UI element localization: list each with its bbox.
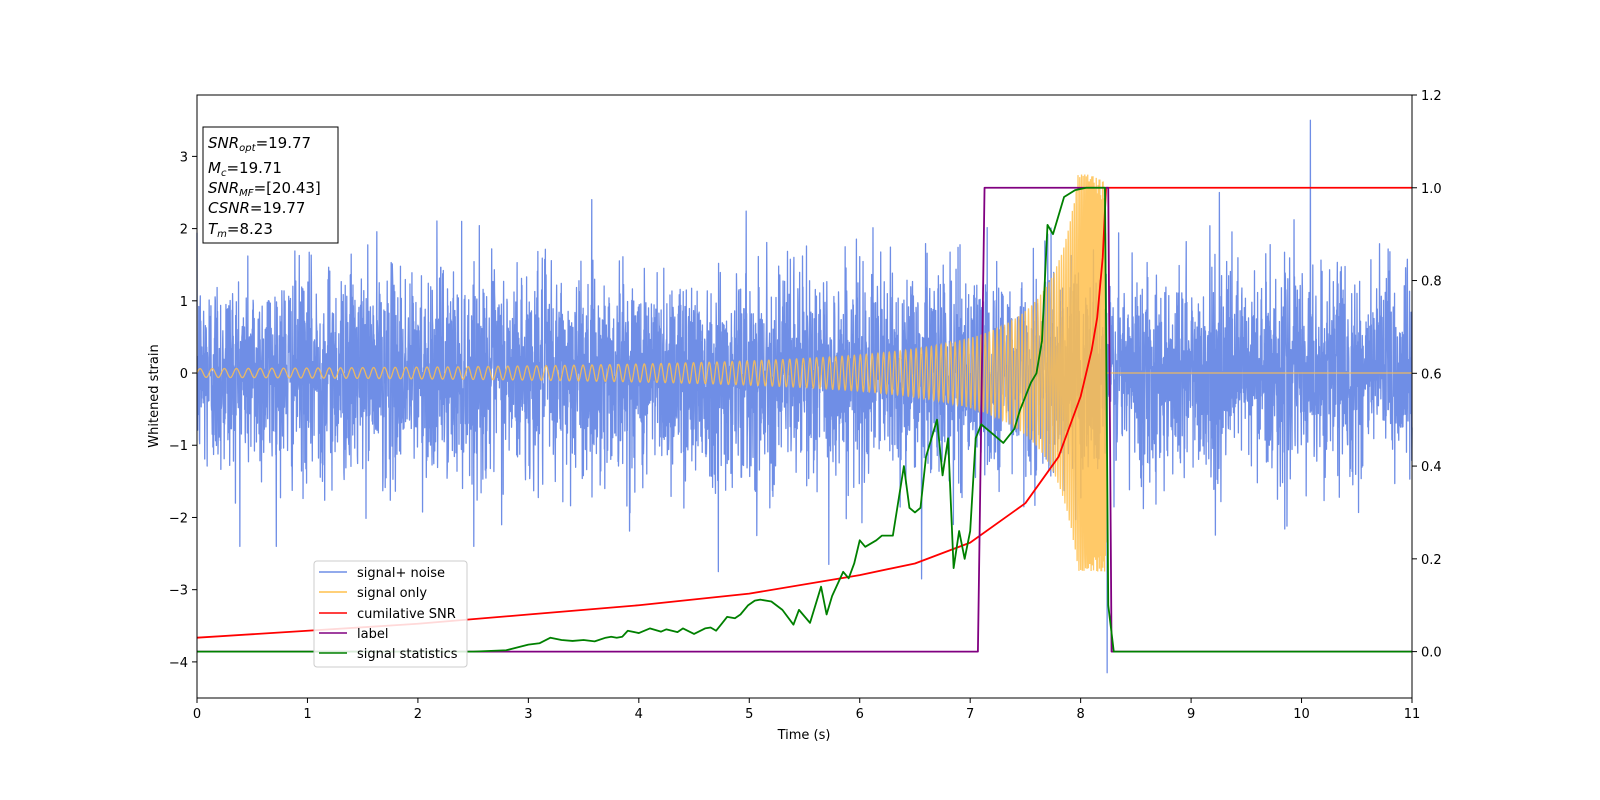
info-snr-mf: SNRMF=[20.43]: [208, 179, 321, 199]
info-box: SNRopt=19.77 Mc=19.71 SNRMF=[20.43] CSNR…: [202, 126, 339, 244]
series-signal-statistics-line: [197, 186, 1412, 653]
x-tick-label: 1: [303, 707, 311, 722]
y-tick-label: −1: [169, 439, 188, 454]
x-tick-label: 10: [1293, 707, 1310, 722]
y2-tick-label: 1.2: [1421, 89, 1442, 104]
y-tick-label: 3: [180, 150, 188, 165]
y2-tick-label: 0.2: [1421, 553, 1442, 568]
info-mc: Mc=19.71: [208, 159, 282, 179]
x-tick-label: 7: [966, 707, 974, 722]
info-box-frame: [202, 126, 339, 244]
y2-tick-label: 0.4: [1421, 460, 1442, 475]
x-tick-label: 4: [635, 707, 643, 722]
x-axis-ticks: 0 1 2 3 4 5 6 7 8 9 10 11: [193, 698, 1420, 722]
series-cumulative-snr-line: [196, 186, 1412, 639]
y-tick-label: −3: [169, 584, 188, 599]
x-tick-label: 6: [856, 707, 864, 722]
info-snr-opt: SNRopt=19.77: [208, 134, 311, 154]
x-axis-label: Time (s): [777, 728, 831, 743]
x-tick-label: 11: [1404, 707, 1421, 722]
y-tick-label: −4: [169, 656, 188, 671]
y-tick-label: 1: [180, 295, 188, 310]
y2-tick-label: 1.0: [1421, 182, 1442, 197]
y-tick-label: −2: [169, 511, 188, 526]
y2-tick-label: 0.6: [1421, 367, 1442, 382]
x-tick-label: 2: [414, 707, 422, 722]
signal-only-series: [196, 174, 1412, 572]
series-signal-only-line: [196, 174, 1412, 572]
x-tick-label: 8: [1076, 707, 1084, 722]
x-tick-label: 9: [1187, 707, 1195, 722]
info-tm: Tm=8.23: [208, 220, 273, 240]
legend-label-signal-only: signal only: [357, 586, 427, 601]
y-axis-label: Whitened strain: [147, 344, 162, 447]
series-signal-noise-line: [196, 119, 1413, 674]
legend-label-signal-noise: signal+ noise: [357, 566, 445, 581]
plot-area-frame: [196, 94, 1413, 699]
y-tick-label: 0: [180, 367, 188, 382]
x-tick-label: 3: [524, 707, 532, 722]
legend-label-label: label: [357, 627, 388, 642]
y2-tick-label: 0.0: [1421, 646, 1442, 661]
signal-noise-series: [196, 119, 1413, 674]
y-tick-label: 2: [180, 223, 188, 238]
legend-frame: [313, 560, 468, 668]
right-y-axis-ticks: 1.2 1.0 0.8 0.6 0.4 0.2 0.0: [1412, 89, 1442, 661]
x-tick-label: 0: [193, 707, 201, 722]
legend-label-cumulative-snr: cumilative SNR: [357, 607, 456, 622]
y2-tick-label: 0.8: [1421, 275, 1442, 290]
x-tick-label: 5: [745, 707, 753, 722]
info-csnr: CSNR=19.77: [208, 199, 305, 217]
legend-label-signal-statistics: signal statistics: [357, 647, 458, 662]
right-axis-series: [196, 186, 1412, 653]
y-axis-ticks: 3 2 1 0 −1 −2 −3 −4: [169, 150, 197, 671]
legend: signal+ noise signal only cumilative SNR…: [313, 560, 468, 668]
